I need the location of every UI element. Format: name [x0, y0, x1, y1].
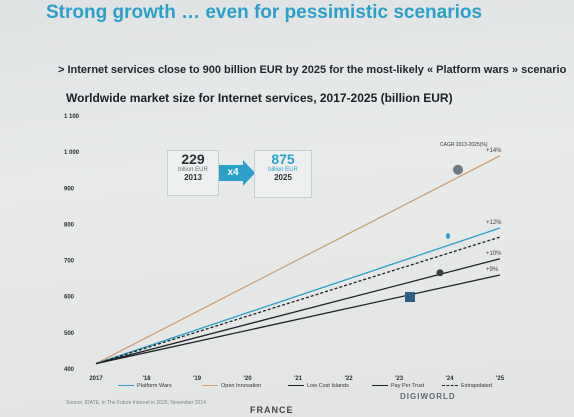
y-tick-label: 700	[64, 259, 75, 265]
legend-swatch	[442, 385, 458, 387]
cagr-value-label: +10%	[486, 251, 502, 257]
legend-item: Platform Wars	[118, 383, 172, 389]
source-note: Source: IDATE, in The Future Internet in…	[66, 400, 206, 406]
legend-item: Pay Per Trust	[372, 383, 424, 389]
x-tick-label: 2017	[89, 376, 103, 382]
x-tick-label: '23	[395, 376, 404, 382]
cagr-value-label: +12%	[486, 220, 502, 226]
x-tick-label: '18	[142, 376, 151, 382]
slide-title: Strong growth … even for pessimistic sce…	[46, 2, 483, 23]
x-tick-label: '20	[243, 376, 252, 382]
legend-label: Extrapolated	[461, 383, 492, 389]
legend-swatch	[202, 385, 218, 387]
y-tick-label: 500	[64, 331, 75, 337]
cagr-label: CAGR 2013-2025(%)	[440, 142, 488, 148]
callout-2013-value: 229	[181, 151, 205, 167]
platform-wars-icon	[446, 233, 450, 240]
x-tick-label: '21	[294, 376, 303, 382]
callout-2025: 875 billion EUR 2025	[254, 150, 312, 198]
y-tick-label: 800	[64, 222, 75, 228]
pay-per-trust-icon	[405, 292, 415, 303]
series-line	[95, 274, 501, 365]
callout-2013-unit: billion EUR	[178, 167, 208, 173]
legend-label: Low Cost Islands	[307, 383, 349, 389]
low-cost-islands-icon	[436, 269, 444, 277]
digiworld-logo: DIGIWORLD	[400, 392, 456, 401]
legend-item: Extrapolated	[442, 383, 492, 389]
series-line	[95, 155, 501, 365]
y-tick-label: 900	[64, 186, 75, 192]
legend-swatch	[118, 385, 134, 387]
y-tick-label: 1 100	[64, 114, 80, 120]
cagr-value-label: +14%	[486, 148, 502, 154]
y-tick-label: 600	[64, 295, 75, 301]
arrow-icon	[219, 160, 255, 186]
legend-label: Pay Per Trust	[391, 383, 425, 389]
series-line	[95, 236, 501, 365]
legend-item: Low Cost Islands	[288, 383, 349, 389]
callout-2025-unit: billion EUR	[268, 167, 298, 173]
chart-title: Worldwide market size for Internet servi…	[66, 91, 453, 105]
legend-item: Open Innovation	[202, 383, 261, 389]
callout-2025-value: 875	[271, 151, 295, 167]
callout-2025-year: 2025	[274, 173, 292, 182]
callout-2013-year: 2013	[184, 173, 202, 182]
cagr-value-label: +9%	[486, 267, 499, 273]
bottom-text: FRANCE	[250, 405, 294, 415]
legend-swatch	[288, 385, 304, 387]
slide-subtitle: > Internet services close to 900 billion…	[58, 64, 567, 76]
x-tick-label: '19	[193, 376, 202, 382]
series-line	[95, 258, 501, 365]
y-tick-label: 400	[64, 367, 75, 373]
x-tick-label: '22	[344, 376, 353, 382]
legend-label: Platform Wars	[137, 383, 172, 389]
open-innovation-icon	[453, 164, 463, 175]
legend-label: Open Innovation	[221, 383, 262, 389]
callout-2013: 229 billion EUR 2013	[167, 150, 219, 196]
x-tick-label: '25	[496, 376, 505, 382]
x-tick-label: '24	[445, 376, 454, 382]
growth-arrow: x4	[219, 160, 255, 186]
series-line	[95, 227, 501, 365]
growth-multiplier: x4	[227, 167, 239, 178]
y-tick-label: 1 000	[64, 150, 80, 156]
legend-swatch	[372, 385, 388, 387]
